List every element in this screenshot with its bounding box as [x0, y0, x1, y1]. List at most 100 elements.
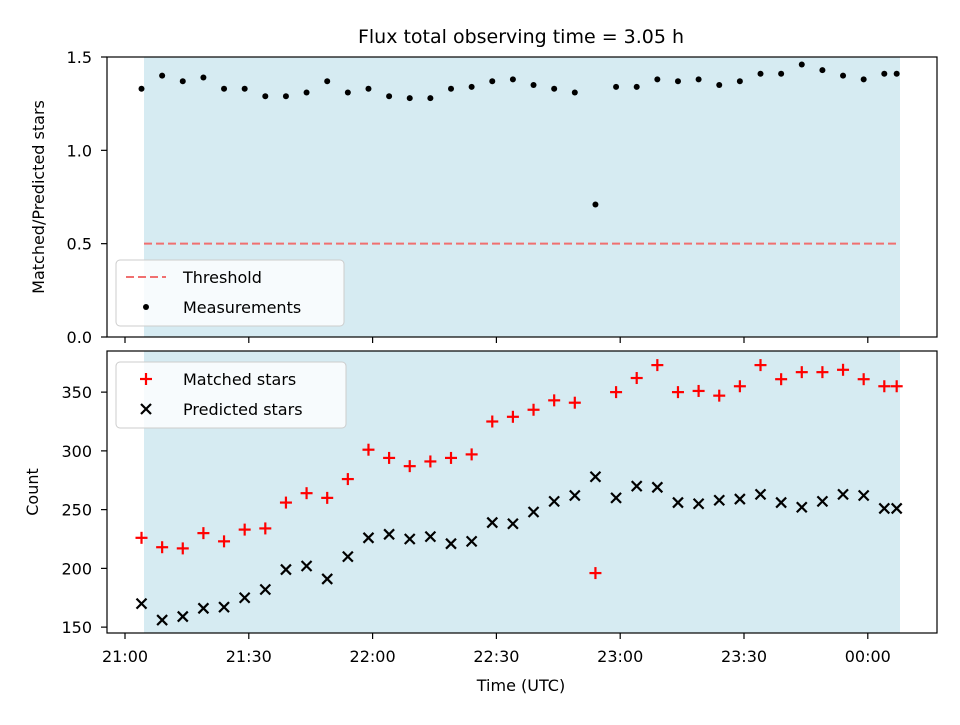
predicted-star-point — [342, 550, 354, 563]
measurement-point — [489, 78, 496, 85]
predicted-star-point — [795, 501, 808, 514]
predicted-star-point — [197, 602, 210, 615]
measurement-point — [881, 70, 888, 77]
top-y-ticks: 0.0 0.5 1.0 1.5 — [67, 48, 107, 347]
bottom-y-tick-label: 200 — [61, 559, 92, 578]
matched-star-point — [341, 473, 354, 486]
measurement-point — [736, 78, 743, 85]
matched-star-point — [651, 359, 664, 372]
bottom-y-tick-label: 150 — [61, 618, 92, 637]
matched-star-point — [754, 359, 767, 372]
predicted-star-point — [486, 516, 499, 529]
predicted-star-point — [259, 583, 272, 596]
measurement-point — [406, 95, 413, 102]
matched-star-point — [486, 415, 499, 428]
predicted-star-point — [713, 494, 726, 507]
predicted-star-point — [816, 495, 829, 508]
bottom-x-tick-label: 23:30 — [721, 647, 767, 666]
predicted-star-points — [135, 470, 903, 626]
measurement-point — [778, 70, 785, 77]
bottom-axes-frame — [106, 350, 938, 634]
predicted-star-point — [445, 537, 457, 550]
matched-star-point — [795, 366, 808, 379]
top-y-tick-label: 1.0 — [67, 141, 92, 160]
measurement-point — [179, 78, 186, 85]
predicted-star-point — [890, 502, 903, 515]
top-x-ticks — [124, 337, 869, 343]
measurement-point — [613, 83, 620, 90]
matched-star-point — [362, 443, 375, 456]
predicted-star-point — [507, 517, 519, 530]
measurement-point — [221, 85, 228, 92]
predicted-star-point — [651, 481, 664, 494]
predicted-star-point — [362, 532, 375, 544]
measurement-point — [262, 93, 269, 100]
matched-star-point — [321, 491, 334, 504]
matched-star-point — [527, 403, 540, 416]
chart-title: Flux total observing time = 3.05 h — [358, 26, 684, 48]
predicted-star-point — [692, 497, 705, 510]
predicted-star-point — [280, 563, 292, 576]
legend-measurements-label: Measurements — [183, 298, 301, 317]
top-y-tick-label: 1.5 — [67, 48, 92, 67]
bottom-x-tick-label: 22:30 — [473, 647, 519, 666]
matched-star-point — [816, 366, 829, 379]
measurement-point — [716, 82, 723, 88]
matched-star-point — [135, 531, 148, 544]
predicted-star-point — [734, 493, 746, 505]
top-y-tick-label: 0.0 — [67, 328, 92, 347]
measurement-point — [530, 82, 537, 88]
measurement-point — [200, 74, 207, 81]
matched-star-point — [259, 522, 272, 535]
predicted-star-point — [775, 496, 787, 509]
top-legend-box — [115, 259, 345, 327]
predicted-star-point — [630, 480, 643, 492]
matched-star-point — [671, 386, 684, 399]
legend-predicted-label: Predicted stars — [183, 400, 303, 419]
top-y-tick-label: 0.5 — [67, 235, 92, 254]
predicted-star-point — [176, 610, 189, 623]
predicted-star-point — [300, 560, 313, 572]
predicted-star-point — [589, 470, 602, 483]
matched-star-point — [733, 380, 746, 393]
matched-star-point — [445, 451, 458, 464]
measurement-point — [468, 83, 475, 90]
predicted-star-point — [754, 488, 767, 501]
measurement-point — [840, 72, 847, 79]
legend-matched-swatch — [140, 373, 152, 385]
matched-star-point — [775, 373, 788, 386]
bottom-x-tick-label: 23:00 — [597, 647, 643, 666]
measurement-point — [344, 89, 351, 96]
measurement-point — [633, 83, 640, 90]
matched-star-point — [890, 380, 903, 393]
measurement-point — [386, 93, 393, 100]
legend-measurement-swatch — [143, 304, 149, 310]
predicted-star-point — [156, 614, 168, 626]
matched-star-point — [878, 380, 891, 393]
matched-star-point — [506, 410, 519, 423]
predicted-star-point — [837, 488, 849, 501]
bottom-legend-box — [115, 361, 347, 429]
measurement-point — [365, 85, 372, 92]
matched-star-point — [300, 487, 313, 500]
bottom-x-tick-label: 21:00 — [102, 647, 148, 666]
measurement-point — [282, 93, 289, 100]
measurement-point — [159, 72, 166, 79]
legend-threshold-label: Threshold — [182, 268, 262, 287]
bottom-legend: Matched stars Predicted stars — [115, 361, 347, 429]
bottom-y-tick-label: 350 — [61, 383, 92, 402]
measurement-point — [757, 70, 764, 77]
matched-star-point — [279, 496, 292, 509]
x-axis-label: Time (UTC) — [476, 676, 565, 695]
matched-star-point — [837, 363, 850, 376]
predicted-star-point — [610, 492, 622, 504]
predicted-star-point — [465, 535, 478, 548]
matched-star-point — [465, 448, 478, 461]
predicted-star-point — [527, 506, 540, 518]
matched-star-point — [197, 527, 210, 540]
measurement-point — [819, 67, 826, 74]
measurement-point — [571, 89, 578, 96]
matched-star-point — [424, 455, 437, 468]
measurement-point — [509, 76, 516, 83]
matched-star-point — [568, 396, 581, 409]
